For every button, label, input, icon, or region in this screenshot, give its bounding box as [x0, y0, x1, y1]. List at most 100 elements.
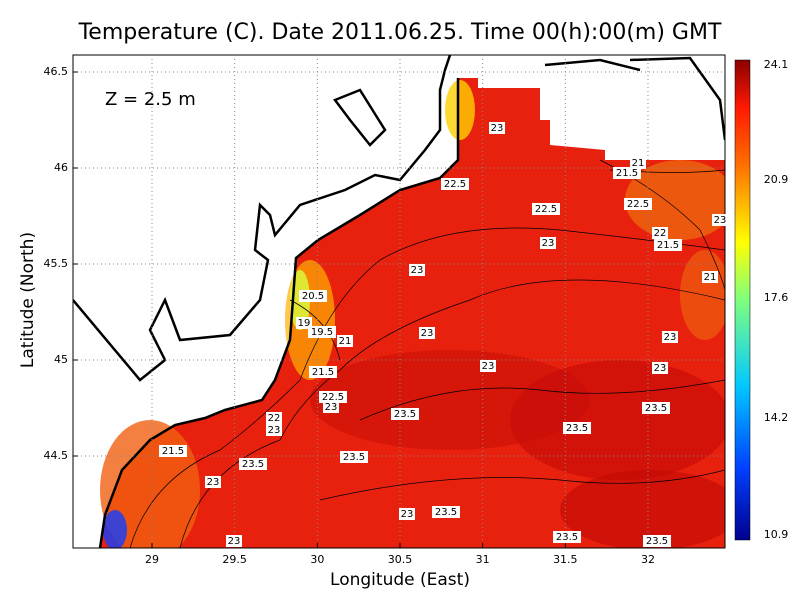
contour-label-box	[652, 227, 668, 239]
contour-label-box	[712, 214, 728, 226]
x-tick-label: 32	[641, 553, 655, 566]
contour-label-box	[337, 335, 353, 347]
x-tick-label: 31	[476, 553, 490, 566]
contour-label-box	[624, 198, 652, 210]
coastline	[73, 55, 452, 382]
contour-label: 21	[632, 158, 645, 169]
contour-label: 23	[421, 328, 434, 339]
colorbar	[734, 59, 751, 541]
contour-label-box	[226, 535, 242, 547]
contour-label: 23	[325, 402, 338, 413]
contour-label-box	[299, 290, 327, 302]
contour-label: 21	[704, 272, 717, 283]
contour-label: 23	[654, 363, 667, 374]
depth-label: Z = 2.5 m	[105, 89, 196, 110]
contour-label-box	[319, 391, 347, 403]
contour-label-box	[391, 408, 419, 420]
contour-label-box	[654, 239, 682, 251]
x-tick-label: 30.5	[388, 553, 413, 566]
x-tick-label: 30	[310, 553, 324, 566]
contour-label-box	[323, 401, 339, 413]
contour-label: 23	[268, 425, 281, 436]
contour-label: 21.5	[657, 240, 679, 251]
coastline	[98, 78, 460, 548]
contour-label-box	[480, 360, 496, 372]
contour-label-box	[309, 366, 337, 378]
colorbar-tick-label: 20.9	[764, 173, 789, 186]
contour-label: 23.5	[242, 459, 264, 470]
contour-label: 23.5	[566, 423, 588, 434]
contour-label-box	[432, 506, 460, 518]
colorbar-tick-label: 17.6	[764, 291, 789, 304]
contour-label-box	[563, 422, 591, 434]
contour-label: 23	[411, 265, 424, 276]
contour-label: 21.5	[312, 367, 334, 378]
contour-label: 21.5	[616, 168, 638, 179]
contour-label: 23.5	[394, 409, 416, 420]
contour-label: 20.5	[302, 291, 324, 302]
contour-label: 19.5	[311, 327, 333, 338]
contour-label-box	[159, 445, 187, 457]
contour-label: 23	[207, 477, 220, 488]
contour-line	[129, 227, 725, 548]
contour-label-box	[613, 167, 641, 179]
colorbar-tick-label: 14.2	[764, 411, 789, 424]
contour-label-box	[419, 327, 435, 339]
contour-label-box	[399, 508, 415, 520]
warm-shade	[625, 160, 725, 240]
plot-frame	[72, 54, 726, 549]
contour-label-box	[205, 476, 221, 488]
warm-shade	[560, 470, 725, 548]
contour-label: 23	[664, 332, 677, 343]
y-axis-label: Latitude (North)	[18, 232, 38, 368]
contour-label-box	[340, 451, 368, 463]
contour-label-box	[308, 326, 336, 338]
y-tick-label: 46	[54, 161, 68, 174]
contour-label-box	[652, 362, 668, 374]
x-axis-label: Longitude (East)	[330, 570, 470, 590]
contour-label: 22	[654, 228, 667, 239]
contour-label: 23	[714, 215, 727, 226]
contour-label: 23	[542, 238, 555, 249]
contour-label: 21	[339, 336, 352, 347]
contour-line	[319, 469, 725, 501]
coastline	[544, 58, 641, 72]
contour-label: 22.5	[444, 179, 466, 190]
contour-label-box	[643, 535, 671, 547]
contour-label-box	[489, 122, 505, 134]
contour-label-box	[239, 458, 267, 470]
x-tick-label: 29	[145, 553, 159, 566]
contour-label: 19	[298, 318, 311, 329]
contour-line	[179, 279, 725, 548]
warm-shade	[445, 80, 475, 140]
contour-label-box	[642, 402, 670, 414]
cold-shade	[103, 510, 127, 548]
contour-label-box	[409, 264, 425, 276]
colorbar-tick-label: 24.1	[764, 58, 789, 71]
contour-label-box	[702, 271, 718, 283]
contour-label: 23	[228, 536, 241, 547]
contour-label-box	[540, 237, 556, 249]
coastline	[629, 56, 725, 141]
contour-label-box	[266, 424, 282, 436]
y-tick-label: 46.5	[44, 65, 69, 78]
contour-label-box	[630, 157, 646, 169]
contour-label: 23.5	[646, 536, 668, 547]
contour-line	[359, 379, 725, 421]
contour-label-box	[532, 203, 560, 215]
contour-label-box	[266, 412, 282, 424]
contour-label: 21.5	[162, 446, 184, 457]
x-tick-label: 31.5	[553, 553, 578, 566]
contour-label: 22.5	[627, 199, 649, 210]
contour-label: 22.5	[535, 204, 557, 215]
contour-label: 23.5	[556, 532, 578, 543]
contour-label: 23	[401, 509, 414, 520]
contour-label: 23.5	[435, 507, 457, 518]
contour-label: 22	[268, 413, 281, 424]
contour-label-box	[662, 331, 678, 343]
contour-label: 23.5	[645, 403, 667, 414]
contour-label: 23.5	[343, 452, 365, 463]
contour-labels: 2322.52121.522.522.5232221.523232120.519…	[159, 122, 728, 547]
y-tick-label: 45.5	[44, 257, 69, 270]
